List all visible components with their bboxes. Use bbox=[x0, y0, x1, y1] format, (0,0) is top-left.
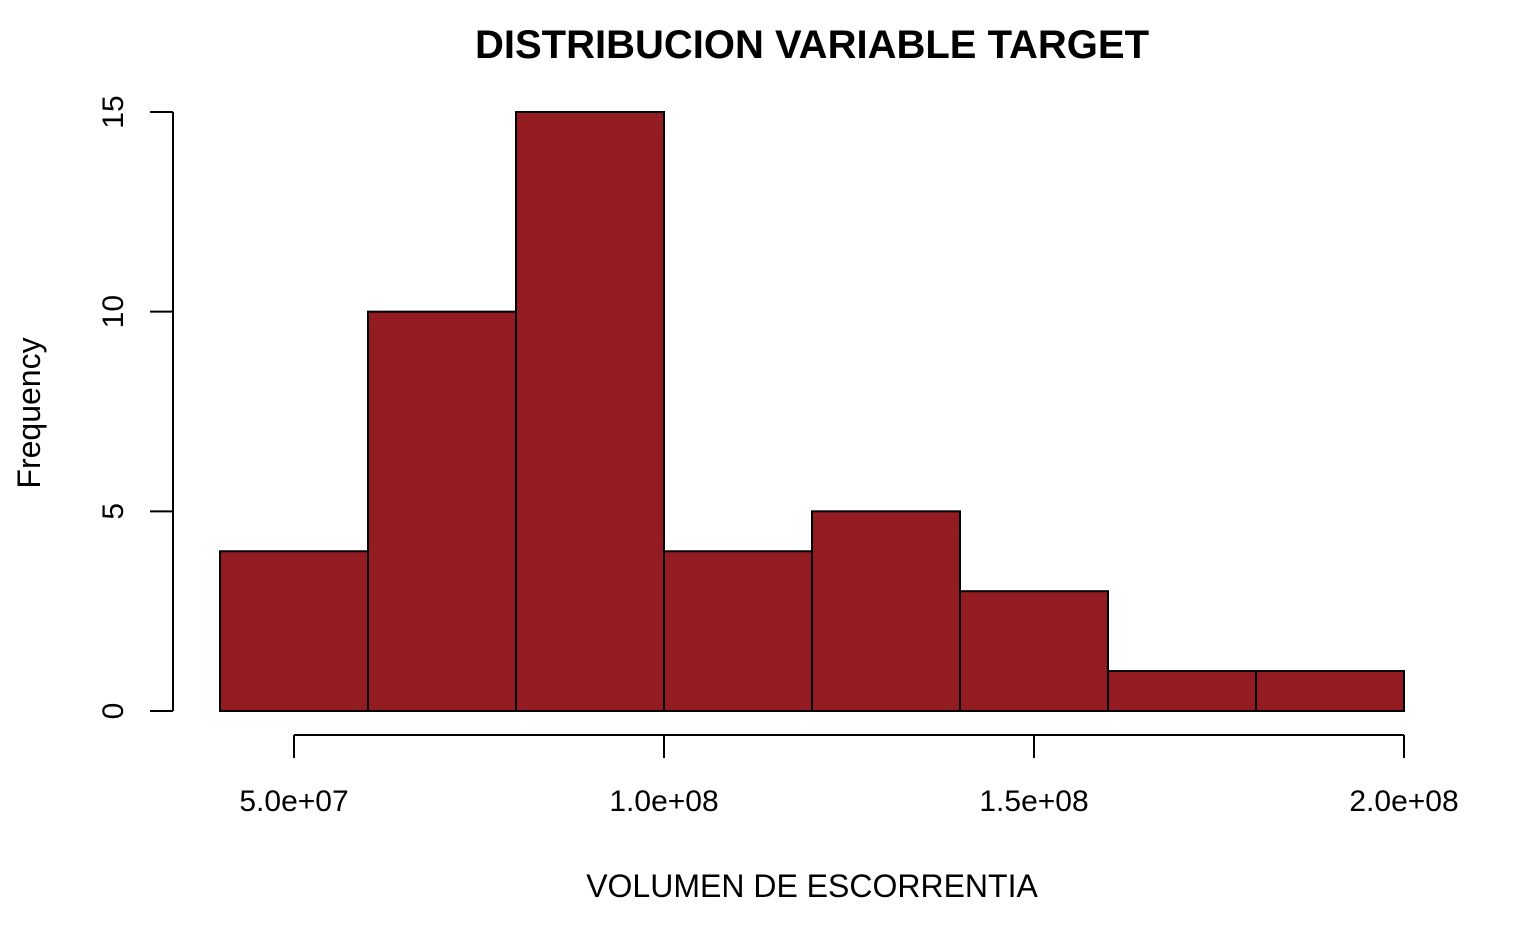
histogram-bar-4 bbox=[663, 550, 813, 712]
x-axis: 5.0e+07 1.0e+08 1.5e+08 2.0e+08 bbox=[239, 734, 1459, 818]
histogram-bar-5 bbox=[811, 510, 961, 713]
y-tick-label: 10 bbox=[97, 295, 130, 328]
y-tick-label: 15 bbox=[97, 95, 130, 128]
x-tick-label: 1.5e+08 bbox=[979, 785, 1088, 818]
x-tick-label: 5.0e+07 bbox=[239, 785, 348, 818]
histogram-bar-7 bbox=[1107, 670, 1257, 712]
x-tick-label: 1.0e+08 bbox=[609, 785, 718, 818]
histogram-bar-2 bbox=[367, 310, 517, 712]
y-axis-label: Frequency bbox=[11, 337, 47, 488]
histogram-bar-3 bbox=[515, 111, 665, 712]
bars-group bbox=[219, 111, 1405, 713]
chart-title: DISTRIBUCION VARIABLE TARGET bbox=[475, 23, 1149, 67]
histogram-bar-8 bbox=[1255, 670, 1405, 712]
y-tick-label: 0 bbox=[97, 703, 130, 720]
y-axis: 0 5 10 15 bbox=[97, 95, 174, 720]
x-axis-label: VOLUMEN DE ESCORRENTIA bbox=[586, 868, 1038, 904]
histogram-bar-1 bbox=[219, 550, 369, 712]
x-tick-label: 2.0e+08 bbox=[1349, 785, 1458, 818]
histogram-bar-6 bbox=[959, 590, 1109, 713]
y-tick-label: 5 bbox=[97, 503, 130, 520]
